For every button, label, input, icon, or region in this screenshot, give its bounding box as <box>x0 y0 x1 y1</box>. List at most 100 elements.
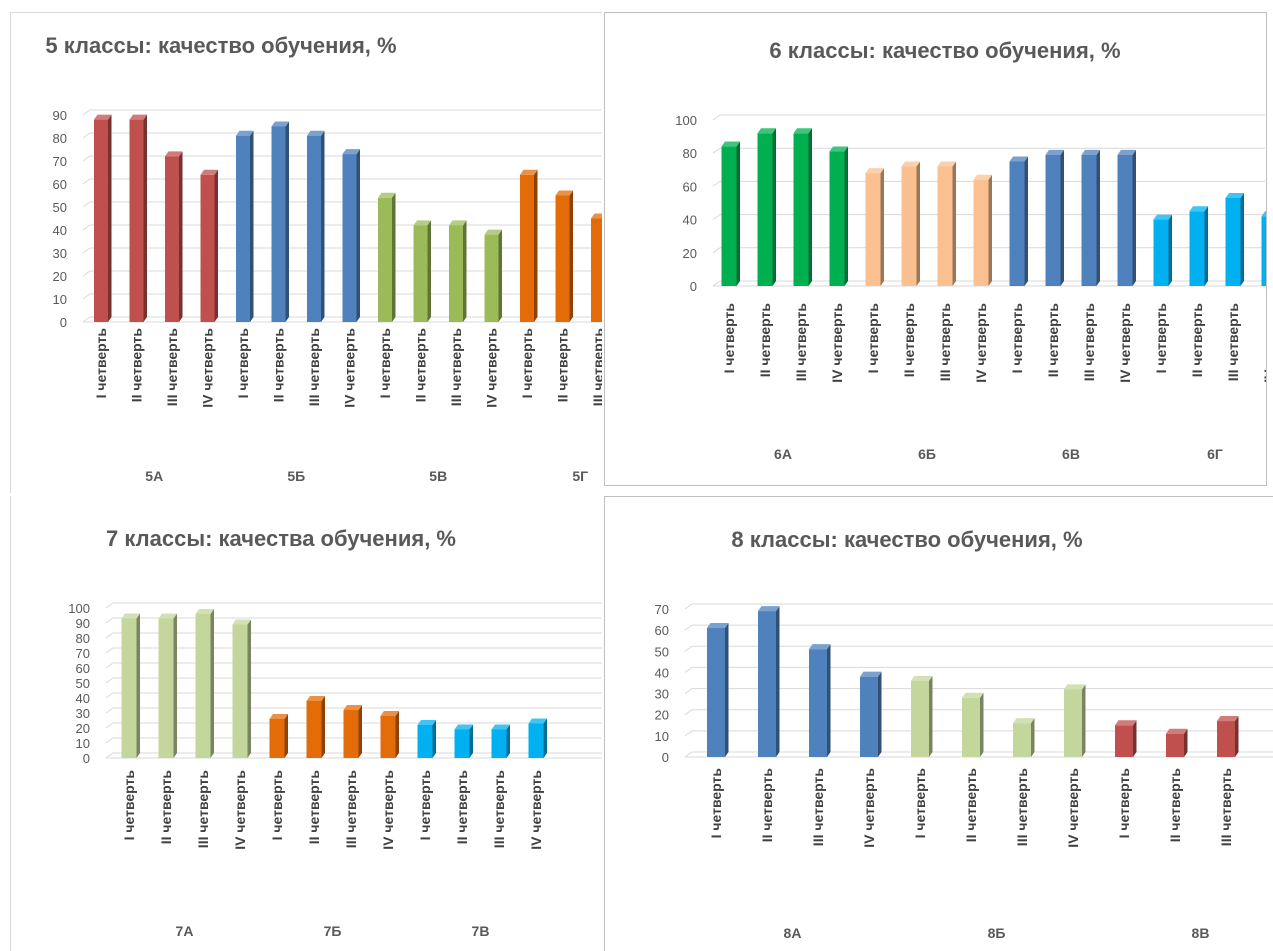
group-label: 7В <box>472 923 490 939</box>
category-label: I четверть <box>1116 768 1132 839</box>
chart-7-classes: 7 классы: качества обучения, % 0 10 20 30 40 5… <box>10 496 602 951</box>
gridline <box>82 247 602 254</box>
category-label: IV четверть <box>528 770 544 850</box>
chart-title: 7 классы: качества обучения, % <box>106 526 456 551</box>
bar <box>758 606 780 757</box>
group-label: 8А <box>784 925 802 941</box>
category-label: III четверть <box>810 768 826 847</box>
category-label: II четверть <box>306 770 322 845</box>
group-label: 7А <box>176 923 194 939</box>
category-label: IV четверть <box>1065 768 1081 848</box>
bar <box>1117 149 1136 286</box>
gridline <box>82 132 602 139</box>
bar <box>413 220 431 322</box>
category-label: III четверть <box>306 328 322 407</box>
category-label: II четверть <box>413 328 429 403</box>
category-label: I четверть <box>377 328 393 399</box>
bar <box>1013 718 1035 757</box>
category-label: II четверть <box>555 328 571 403</box>
bar <box>307 130 325 322</box>
gridline <box>105 632 602 639</box>
y-tick-label: 60 <box>683 179 697 194</box>
y-tick-label: 50 <box>76 676 90 691</box>
chart-title: 5 классы: качество обучения, % <box>45 33 396 58</box>
y-tick-label: 80 <box>76 631 90 646</box>
bar <box>793 128 812 286</box>
bar <box>809 644 831 757</box>
category-label: IV четверть <box>232 770 248 850</box>
y-tick-label: 100 <box>68 601 90 616</box>
group-label: 6Г <box>1207 446 1223 462</box>
chart-5-classes: 5 классы: качество обучения, % 0 10 20 30 40 5… <box>10 12 602 493</box>
gridline <box>105 602 602 609</box>
y-tick-label: 10 <box>76 736 90 751</box>
y-tick-label: 0 <box>690 279 697 294</box>
bar <box>1045 149 1064 286</box>
bar <box>306 696 325 758</box>
gridline <box>82 224 602 231</box>
y-tick-label: 80 <box>53 131 67 146</box>
bar <box>380 711 399 758</box>
bar <box>158 613 177 758</box>
category-label: II четверть <box>1189 303 1205 378</box>
gridline <box>684 645 1273 652</box>
y-tick-label: 40 <box>683 213 697 228</box>
y-tick-label: 10 <box>53 292 67 307</box>
category-label: I четверть <box>121 770 137 841</box>
bar <box>417 720 436 758</box>
y-tick-label: 90 <box>76 616 90 631</box>
category-label: III четверть <box>1081 303 1097 382</box>
category-label: III четверть <box>491 770 507 849</box>
bar <box>232 619 251 758</box>
category-label: I четверть <box>235 328 251 399</box>
chart-title: 8 классы: качество обучения, % <box>731 527 1082 552</box>
y-tick-label: 60 <box>655 623 669 638</box>
gridline <box>82 109 602 116</box>
gridline <box>82 201 602 208</box>
y-tick-label: 100 <box>675 113 697 128</box>
group-label: 5Б <box>287 468 305 484</box>
category-label: II четверть <box>901 303 917 378</box>
bar <box>1115 720 1137 757</box>
category-label: I четверть <box>708 768 724 839</box>
category-label: III четверть <box>1218 768 1234 847</box>
category-label: II четверть <box>1167 768 1183 843</box>
category-label: III четверть <box>590 328 602 407</box>
chart-8-classes: 8 классы: качество обучения, % 0 10 20 30 40 5… <box>604 496 1273 951</box>
category-label: I четверть <box>865 303 881 374</box>
gridline <box>712 147 1265 154</box>
group-label: 8В <box>1192 925 1210 941</box>
bar <box>378 192 396 322</box>
bar <box>1081 149 1100 286</box>
bar <box>721 141 740 286</box>
gridline <box>684 666 1273 673</box>
y-tick-label: 40 <box>655 665 669 680</box>
bar <box>865 168 884 286</box>
gridline <box>105 722 602 729</box>
bar <box>707 623 729 757</box>
group-label: 5В <box>429 468 447 484</box>
y-tick-label: 30 <box>53 246 67 261</box>
bar <box>269 714 288 758</box>
bar <box>236 130 254 322</box>
gridline <box>105 617 602 624</box>
bar <box>1153 214 1172 286</box>
category-label: II четверть <box>757 303 773 378</box>
y-tick-label: 30 <box>655 687 669 702</box>
bar <box>829 146 848 286</box>
y-tick-label: 20 <box>53 269 67 284</box>
gridline <box>105 662 602 669</box>
y-tick-label: 20 <box>76 721 90 736</box>
gridline <box>105 752 602 759</box>
gridline <box>105 692 602 699</box>
category-label: III четверть <box>343 770 359 849</box>
category-label: IV четверть <box>1117 303 1133 383</box>
y-tick-label: 0 <box>60 315 67 330</box>
bar <box>484 229 502 322</box>
gridline <box>82 178 602 185</box>
y-tick-label: 50 <box>655 644 669 659</box>
chart-svg: 8 классы: качество обучения, % 0 10 20 30 40 5… <box>655 527 1273 941</box>
gridline <box>82 155 602 162</box>
y-tick-label: 60 <box>76 661 90 676</box>
bar <box>449 220 467 322</box>
